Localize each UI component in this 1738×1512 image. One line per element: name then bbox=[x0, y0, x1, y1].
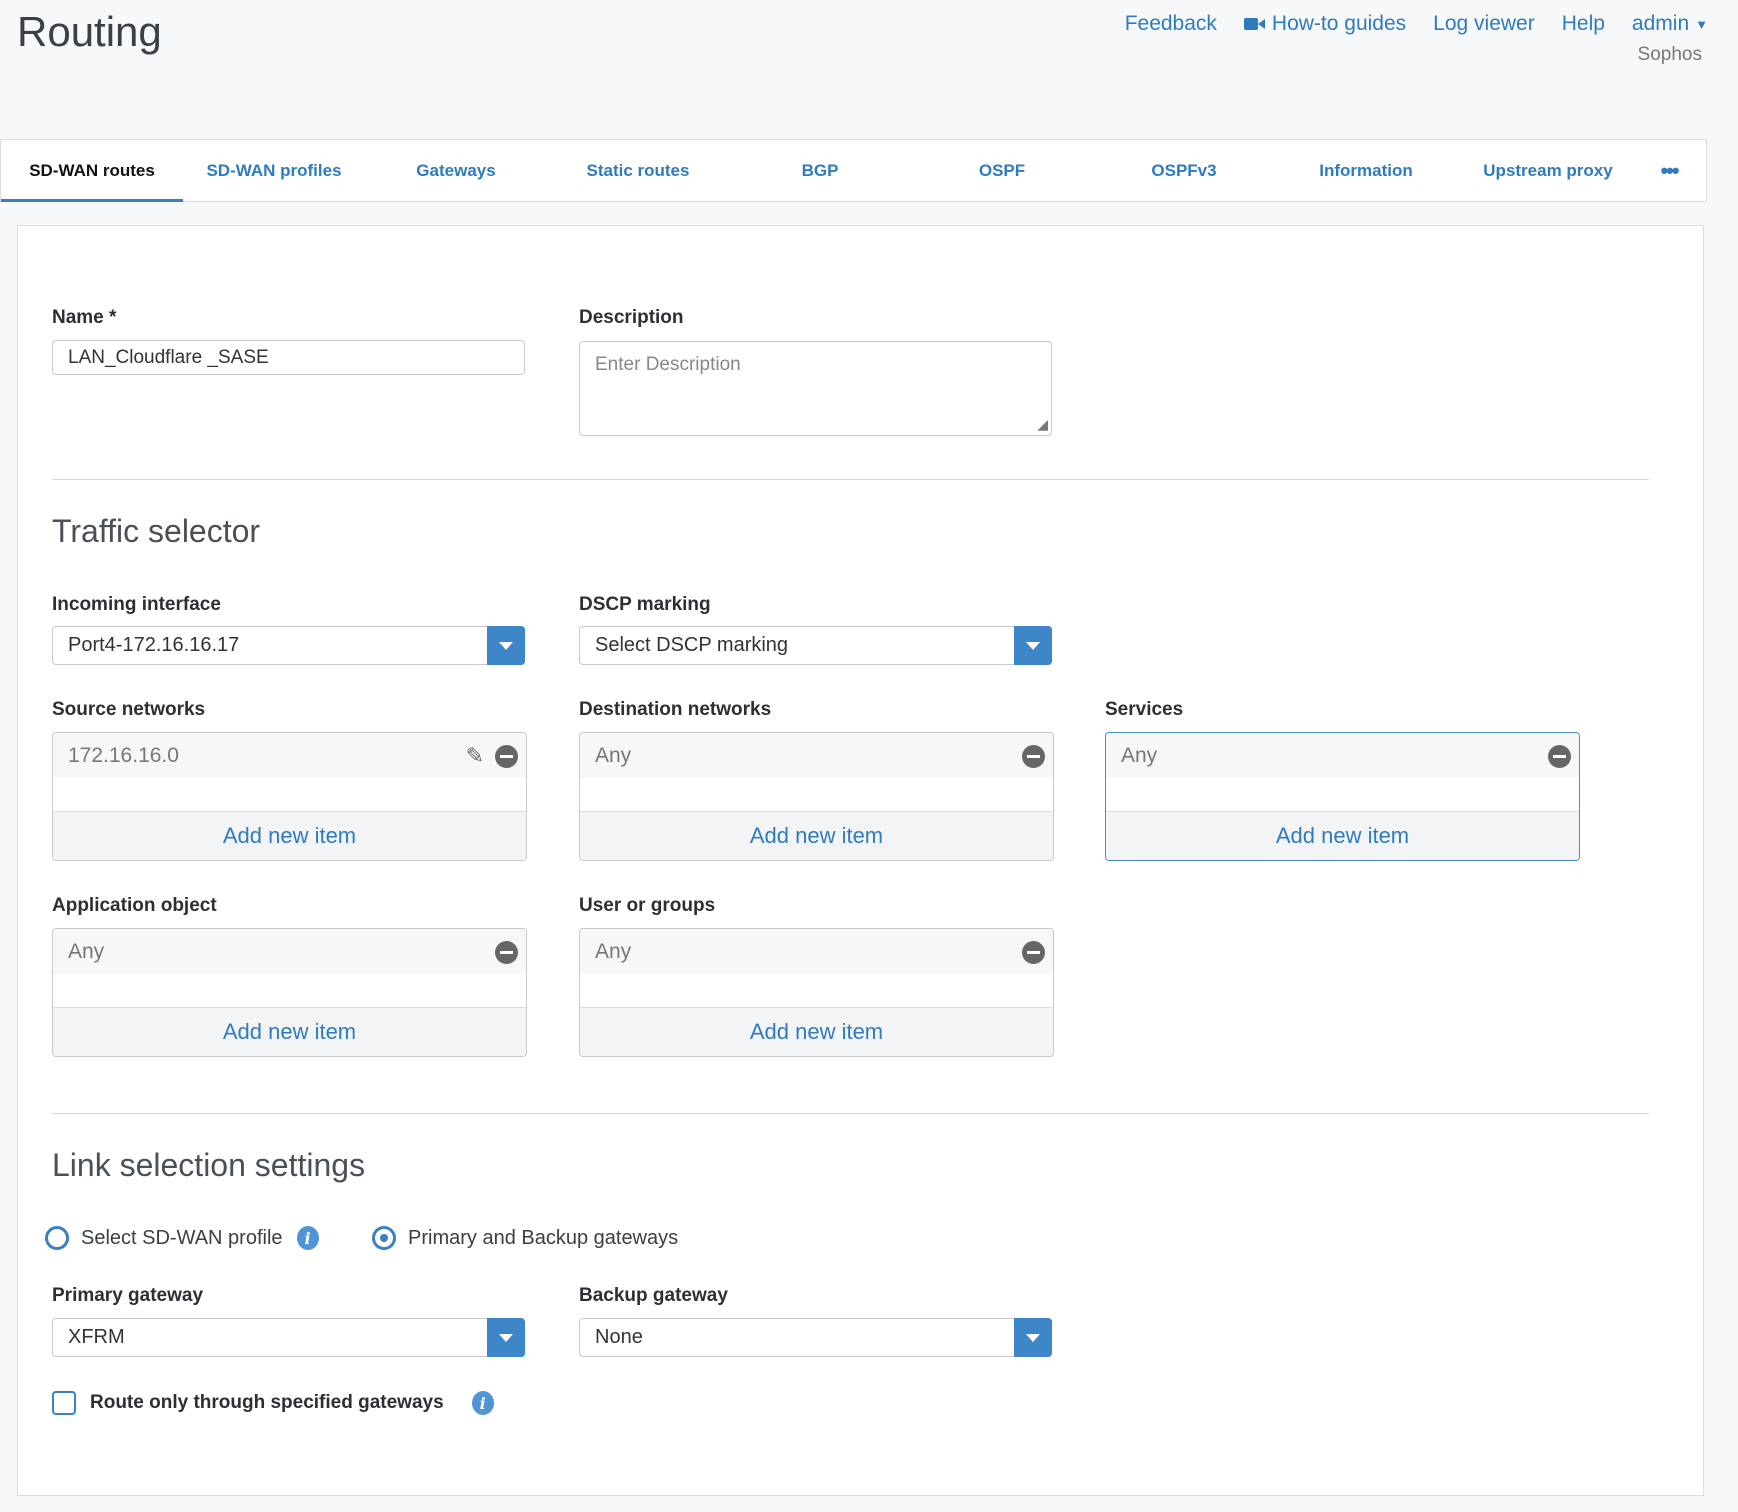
primary-gateway-select[interactable]: XFRM bbox=[52, 1318, 525, 1357]
dropdown-arrow-icon[interactable] bbox=[487, 1318, 525, 1357]
route-only-checkbox-row[interactable]: Route only through specified gateways i bbox=[52, 1391, 494, 1415]
backup-gateway-value: None bbox=[595, 1326, 643, 1348]
backup-gateway-select[interactable]: None bbox=[579, 1318, 1052, 1357]
page-title: Routing bbox=[17, 8, 162, 55]
radio-button-selected[interactable] bbox=[372, 1226, 396, 1250]
route-only-checkbox[interactable] bbox=[52, 1391, 76, 1415]
destination-networks-list: Any Add new item bbox=[579, 732, 1054, 861]
services-label: Services bbox=[1105, 699, 1184, 720]
add-new-item-button[interactable]: Add new item bbox=[580, 1007, 1053, 1056]
list-item[interactable]: Any bbox=[580, 929, 1053, 974]
list-item[interactable]: Any bbox=[1106, 733, 1579, 778]
feedback-link[interactable]: Feedback bbox=[1124, 12, 1217, 35]
radio-sdwan-label: Select SD-WAN profile bbox=[81, 1226, 283, 1249]
primary-gateway-value: XFRM bbox=[68, 1326, 125, 1348]
description-placeholder: Enter Description bbox=[595, 354, 741, 375]
info-icon[interactable]: i bbox=[471, 1391, 494, 1415]
user-groups-list: Any Add new item bbox=[579, 928, 1054, 1057]
application-object-list: Any Add new item bbox=[52, 928, 527, 1057]
tab-sdwan-routes[interactable]: SD-WAN routes bbox=[1, 140, 183, 202]
divider bbox=[52, 1113, 1649, 1114]
org-name: Sophos bbox=[1637, 44, 1702, 65]
radio-gateways-label: Primary and Backup gateways bbox=[408, 1226, 679, 1249]
admin-menu[interactable]: admin ▼ bbox=[1632, 12, 1708, 36]
remove-icon[interactable] bbox=[1548, 745, 1571, 768]
radio-button[interactable] bbox=[45, 1226, 69, 1250]
log-viewer-link[interactable]: Log viewer bbox=[1433, 12, 1535, 35]
list-item-label: Any bbox=[1121, 743, 1158, 767]
source-networks-label: Source networks bbox=[52, 699, 206, 720]
howto-guides-label: How-to guides bbox=[1271, 12, 1407, 35]
dropdown-arrow-icon[interactable] bbox=[1014, 1318, 1052, 1357]
tab-ospfv3[interactable]: OSPFv3 bbox=[1151, 160, 1217, 180]
admin-label: admin bbox=[1631, 12, 1690, 35]
add-new-item-button[interactable]: Add new item bbox=[580, 811, 1053, 860]
name-label: Name * bbox=[52, 307, 117, 328]
add-new-item-button[interactable]: Add new item bbox=[53, 1007, 526, 1056]
remove-icon[interactable] bbox=[1022, 745, 1045, 768]
divider bbox=[52, 479, 1649, 480]
backup-gateway-label: Backup gateway bbox=[579, 1285, 728, 1306]
list-item[interactable]: 172.16.16.0 ✎ bbox=[53, 733, 526, 778]
caret-down-icon: ▼ bbox=[1695, 16, 1708, 32]
top-links: Feedback How-to guides Log viewer Help a… bbox=[1125, 12, 1708, 36]
list-item[interactable]: Any bbox=[53, 929, 526, 974]
incoming-interface-select[interactable]: Port4-172.16.16.17 bbox=[52, 626, 525, 665]
link-selection-heading: Link selection settings bbox=[52, 1147, 366, 1183]
tab-static-routes[interactable]: Static routes bbox=[586, 160, 690, 180]
dscp-label: DSCP marking bbox=[579, 594, 711, 615]
radio-sdwan-profile[interactable]: Select SD-WAN profile i bbox=[45, 1226, 319, 1250]
tab-bar: SD-WAN routes SD-WAN profiles Gateways S… bbox=[0, 139, 1707, 202]
list-item-label: Any bbox=[68, 939, 105, 963]
tab-bgp[interactable]: BGP bbox=[801, 160, 839, 180]
remove-icon[interactable] bbox=[495, 745, 518, 768]
description-textarea[interactable]: Enter Description ◢ bbox=[579, 341, 1052, 436]
list-item-label: Any bbox=[595, 939, 632, 963]
traffic-selector-heading: Traffic selector bbox=[52, 513, 261, 549]
route-only-label: Route only through specified gateways bbox=[90, 1392, 444, 1413]
dscp-select[interactable]: Select DSCP marking bbox=[579, 626, 1052, 665]
name-input[interactable]: LAN_Cloudflare _SASE bbox=[52, 340, 525, 375]
radio-primary-backup[interactable]: Primary and Backup gateways bbox=[372, 1226, 678, 1250]
video-camera-icon bbox=[1243, 18, 1265, 30]
info-icon[interactable]: i bbox=[296, 1226, 319, 1250]
user-groups-label: User or groups bbox=[579, 895, 716, 916]
dropdown-arrow-icon[interactable] bbox=[487, 626, 525, 665]
howto-guides-link[interactable]: How-to guides bbox=[1243, 12, 1407, 36]
tab-sdwan-profiles[interactable]: SD-WAN profiles bbox=[206, 160, 342, 180]
add-new-item-button[interactable]: Add new item bbox=[53, 811, 526, 860]
tab-ospf[interactable]: OSPF bbox=[978, 160, 1026, 180]
tab-information[interactable]: Information bbox=[1319, 160, 1413, 180]
pencil-icon[interactable]: ✎ bbox=[465, 743, 484, 768]
services-list: Any Add new item bbox=[1105, 732, 1580, 861]
list-item[interactable]: Any bbox=[580, 733, 1053, 778]
list-item-label: 172.16.16.0 bbox=[68, 743, 179, 767]
add-new-item-button[interactable]: Add new item bbox=[1106, 811, 1579, 860]
remove-icon[interactable] bbox=[1022, 941, 1045, 964]
resize-handle-icon[interactable]: ◢ bbox=[1037, 416, 1048, 432]
dropdown-arrow-icon[interactable] bbox=[1014, 626, 1052, 665]
dscp-value: Select DSCP marking bbox=[595, 634, 789, 656]
more-tabs-icon[interactable]: ••• bbox=[1660, 157, 1679, 183]
incoming-interface-label: Incoming interface bbox=[52, 594, 221, 615]
application-object-label: Application object bbox=[52, 895, 217, 916]
incoming-interface-value: Port4-172.16.16.17 bbox=[68, 634, 240, 656]
tab-gateways[interactable]: Gateways bbox=[416, 160, 496, 180]
primary-gateway-label: Primary gateway bbox=[52, 1285, 204, 1306]
help-link[interactable]: Help bbox=[1561, 12, 1605, 35]
source-networks-list: 172.16.16.0 ✎ Add new item bbox=[52, 732, 527, 861]
description-label: Description bbox=[579, 307, 684, 328]
list-item-label: Any bbox=[595, 743, 632, 767]
tab-upstream-proxy[interactable]: Upstream proxy bbox=[1483, 160, 1613, 180]
destination-networks-label: Destination networks bbox=[579, 699, 772, 720]
remove-icon[interactable] bbox=[495, 941, 518, 964]
